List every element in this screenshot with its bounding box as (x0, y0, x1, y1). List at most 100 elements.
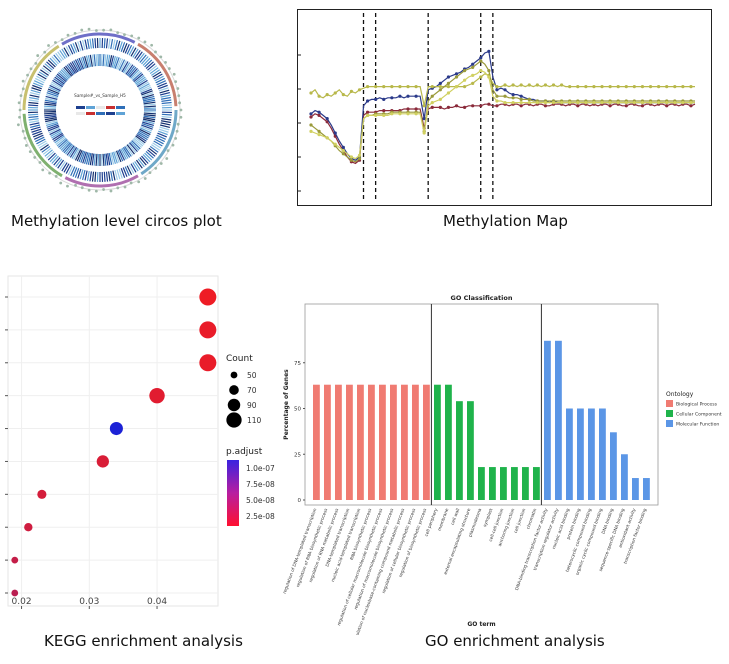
circos-point (123, 185, 127, 189)
map-series-point (471, 73, 475, 77)
circos-inner-track-bar (142, 97, 155, 102)
circos-outer-track-bar (126, 165, 133, 175)
circos-inner-track-bar (89, 54, 93, 67)
kegg-x-tick-label: 0.04 (147, 597, 167, 607)
circos-inner-track-bar (55, 136, 66, 145)
map-series-point (390, 96, 394, 100)
map-series-point (422, 117, 426, 121)
map-series-point (349, 158, 354, 162)
go-bar (555, 340, 562, 500)
circos-inner-track-bar (140, 125, 153, 132)
go-bar (522, 467, 529, 500)
circos-inner-track-bar (138, 130, 150, 137)
circos-inner-track-bar (65, 65, 74, 76)
circos-inner-track-bar (85, 55, 90, 68)
circos-inner-track-bar (68, 146, 76, 157)
circos-outer-track-bar (29, 122, 40, 126)
circos-point (159, 55, 163, 59)
circos-inner-track-bar (46, 123, 59, 128)
circos-outer-track-bar (154, 75, 164, 82)
map-series-point (624, 104, 628, 108)
circos-outer-track-bar (53, 54, 61, 63)
map-series-point (519, 83, 523, 87)
circos-point (38, 161, 42, 164)
circos-point (123, 33, 126, 37)
map-series-point (309, 115, 313, 119)
circos-outer-track-bar (63, 47, 70, 57)
circos-legend-swatch (116, 112, 125, 115)
circos-point (73, 31, 77, 35)
circos-outer-track-bar (29, 124, 40, 129)
circos-point (48, 171, 52, 175)
circos-outer-track-bar (59, 49, 66, 59)
circos-outer-track-bar (116, 40, 121, 51)
circos-inner-track-bar (45, 95, 58, 100)
circos-inner-track-bar (63, 66, 73, 77)
circos-point (177, 94, 181, 98)
circos-outer-track-bar (158, 130, 168, 136)
circos-outer-track-bar (32, 130, 42, 136)
circos-outer-track-bar (57, 51, 65, 61)
circos-outer-track-bar (145, 151, 154, 159)
circos-inner-track-bar (78, 57, 85, 70)
circos-chromosome-arc (22, 44, 60, 111)
circos-inner-track-bar (127, 66, 137, 77)
circos-inner-track-bar (142, 120, 155, 125)
map-series-point (463, 78, 467, 82)
map-series-point (430, 94, 434, 98)
circos-point (130, 34, 134, 38)
kegg-count-legend-dot (230, 371, 238, 379)
map-series-point (665, 104, 669, 108)
circos-inner-track-bar (143, 114, 156, 117)
map-series-point (463, 69, 467, 73)
map-series-point (454, 75, 459, 79)
map-series-point (479, 56, 483, 60)
circos-outer-track-bar (161, 115, 172, 119)
map-series-point (414, 85, 418, 89)
circos-outer-track-bar (159, 126, 170, 131)
map-series-point (503, 94, 507, 98)
circos-outer-track-bar (141, 56, 149, 65)
go-bar (324, 384, 331, 500)
map-series-point (576, 85, 580, 89)
circos-outer-track-bar (147, 149, 156, 157)
kegg-point (24, 523, 33, 532)
circos-outer-track-bar (160, 96, 172, 100)
circos-point (54, 41, 57, 44)
go-bar (467, 401, 474, 500)
circos-inner-track-bar (48, 127, 61, 134)
circos-outer-track-bar (36, 75, 46, 82)
circos-inner-track-bar (85, 152, 90, 165)
circos-point (80, 186, 84, 190)
go-bar (346, 384, 353, 500)
circos-inner-track-bar (130, 69, 140, 79)
circos-outer-track-bar (118, 168, 123, 179)
map-series-point (422, 104, 426, 108)
circos-point (36, 54, 40, 57)
map-series-point (471, 104, 475, 108)
circos-inner-track-bar (46, 93, 58, 99)
go-bar (610, 432, 617, 500)
map-series-point (543, 101, 548, 105)
map-series-point (349, 89, 354, 93)
map-series-point (608, 85, 612, 89)
circos-inner-track-bar (80, 57, 86, 69)
map-series-point (673, 85, 677, 89)
map-caption: Methylation Map (443, 212, 568, 230)
circos-inner-track-bar (73, 60, 80, 72)
circos-outer-track-bar (42, 147, 52, 155)
circos-point (21, 129, 25, 133)
circos-outer-track-bar (29, 91, 40, 96)
circos-outer-track-bar (35, 77, 45, 84)
map-series-point (543, 83, 548, 87)
kegg-count-legend-dot (229, 385, 239, 395)
go-barplot: GO Classification 0 25 50 75 Percentage of Ge… (282, 294, 722, 643)
map-series-point (665, 85, 669, 89)
circos-inner-track-bar (114, 57, 120, 69)
kegg-padj-legend-label: 7.5e-08 (246, 480, 275, 489)
go-bar (478, 467, 485, 500)
circos-outer-track-bar (89, 38, 92, 49)
circos-point (54, 174, 58, 178)
circos-point (164, 60, 167, 64)
map-series-point (616, 85, 620, 89)
